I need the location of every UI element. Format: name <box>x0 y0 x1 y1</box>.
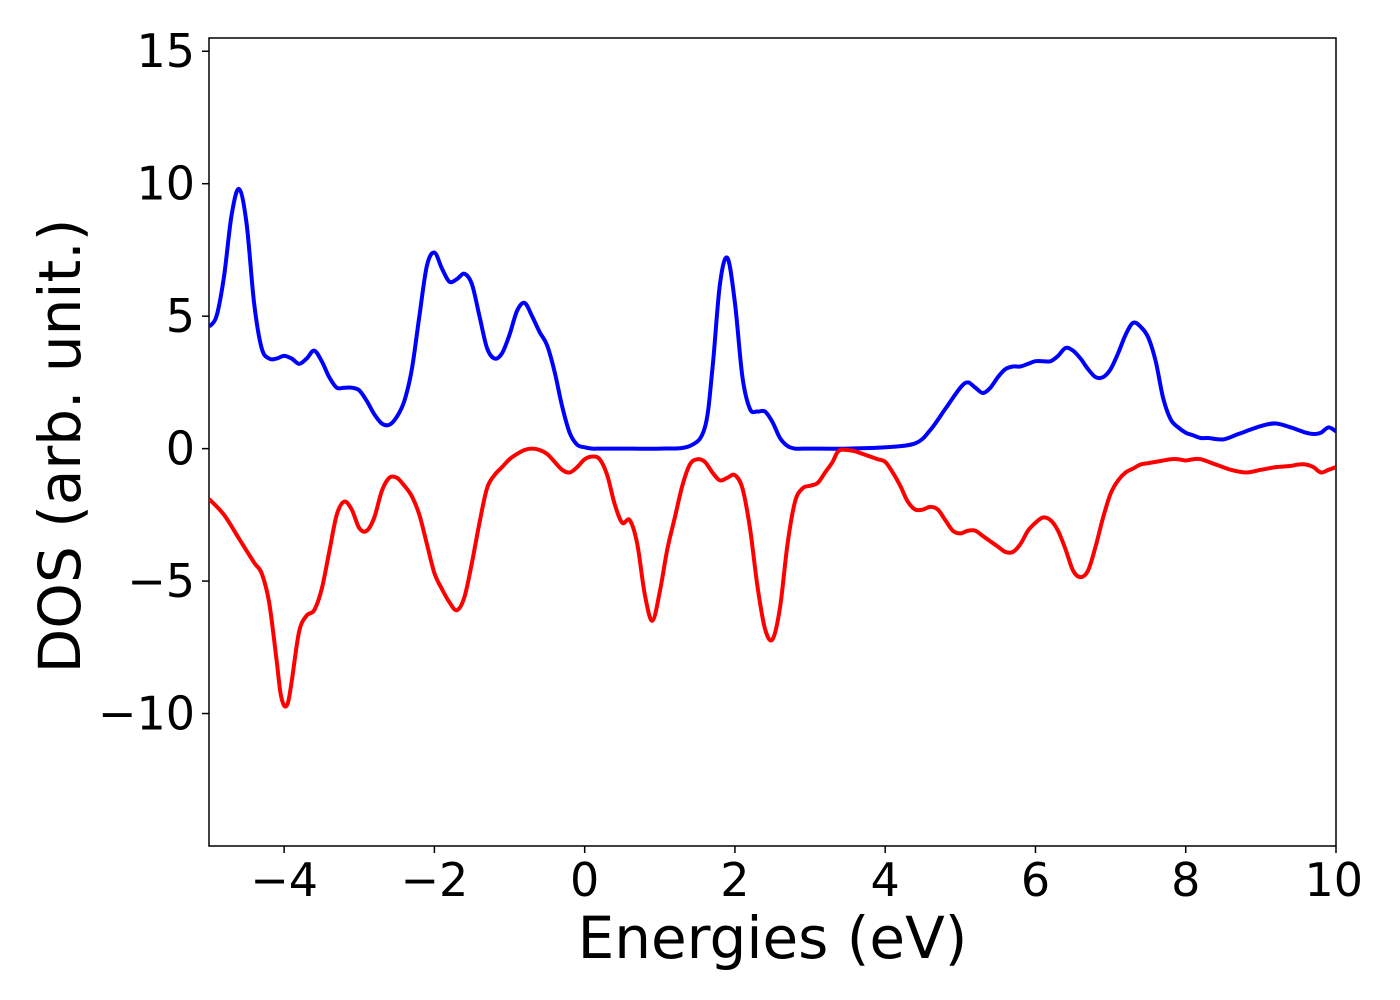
y-tick-label: −10 <box>98 687 195 741</box>
x-axis-ticks: −4 −2 0 2 4 6 8 10 <box>250 846 1363 907</box>
x-tick-label: 6 <box>1021 853 1050 907</box>
plot-frame <box>208 37 1337 847</box>
series-layer <box>209 186 1336 709</box>
x-tick-label: 8 <box>1171 853 1200 907</box>
y-axis-label: DOS (arb. unit.) <box>26 219 94 674</box>
y-tick-label: −5 <box>127 554 195 608</box>
x-tick-label: −2 <box>400 853 468 907</box>
y-tick-label: 5 <box>166 289 195 343</box>
series-line-spin-down <box>209 446 1336 709</box>
y-axis-ticks: −10 −5 0 5 10 15 <box>98 24 209 741</box>
x-axis-label: Energies (eV) <box>578 904 968 972</box>
x-tick-label: 10 <box>1304 853 1363 907</box>
y-tick-label: 10 <box>136 157 195 211</box>
series-line-spin-up <box>209 186 1336 451</box>
x-tick-label: −4 <box>250 853 318 907</box>
y-tick-label: 15 <box>136 24 195 78</box>
y-tick-label: 0 <box>166 422 195 476</box>
x-tick-label: 4 <box>871 853 900 907</box>
x-tick-label: 2 <box>720 853 749 907</box>
x-tick-label: 0 <box>570 853 599 907</box>
plot-area: −4 −2 0 2 4 6 8 10 −10 −5 0 5 10 15 <box>98 24 1363 907</box>
